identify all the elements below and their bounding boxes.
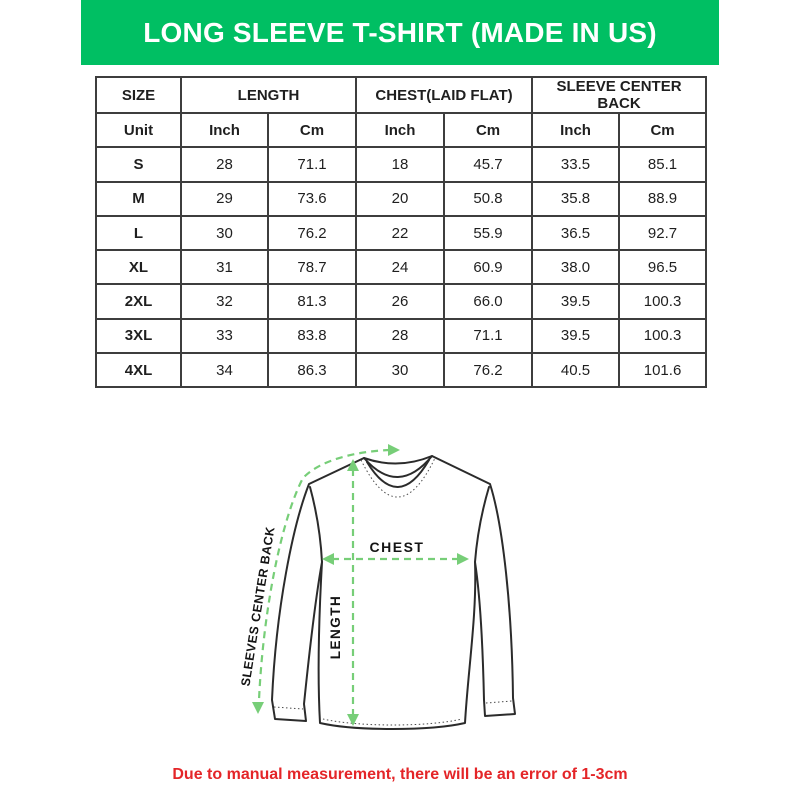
data-cell: 96.5	[618, 249, 708, 286]
data-cell: 26	[355, 283, 446, 320]
data-cell: 76.2	[266, 214, 358, 252]
data-cell: 30	[355, 352, 446, 389]
data-cell: 86.3	[266, 352, 358, 389]
sleeves-center-back-label: SLEEVES CENTER BACK	[238, 525, 277, 687]
unit-inch: Inch	[355, 111, 446, 149]
unit-inch: Inch	[180, 111, 269, 149]
table-row: XL 31 78.7 24 60.9 38.0 96.5	[95, 249, 708, 286]
data-cell: 66.0	[443, 283, 534, 320]
size-label: 4XL	[95, 352, 182, 389]
data-cell: 35.8	[531, 180, 621, 217]
data-cell: 32	[180, 283, 269, 320]
data-cell: 29	[180, 180, 269, 217]
data-cell: 24	[355, 249, 446, 286]
data-cell: 78.7	[266, 249, 358, 286]
data-cell: 33	[180, 317, 269, 355]
data-cell: 20	[355, 180, 446, 217]
measurement-error-note: Due to manual measurement, there will be…	[172, 766, 628, 783]
col-header-size: SIZE	[95, 76, 182, 114]
size-label: S	[95, 146, 182, 183]
data-cell: 39.5	[531, 317, 621, 355]
data-cell: 45.7	[443, 146, 534, 183]
data-cell: 88.9	[618, 180, 708, 217]
data-cell: 60.9	[443, 249, 534, 286]
data-cell: 36.5	[531, 214, 621, 252]
data-cell: 76.2	[443, 352, 534, 389]
unit-label: Unit	[95, 111, 182, 149]
data-cell: 50.8	[443, 180, 534, 217]
size-label: M	[95, 180, 182, 217]
data-cell: 31	[180, 249, 269, 286]
data-cell: 83.8	[266, 317, 358, 355]
unit-cm: Cm	[443, 111, 534, 149]
data-cell: 55.9	[443, 214, 534, 252]
size-table: SIZE LENGTH CHEST(LAID FLAT) SLEEVE CENT…	[95, 76, 708, 389]
table-row: 2XL 32 81.3 26 66.0 39.5 100.3	[95, 283, 708, 320]
table-row: 3XL 33 83.8 28 71.1 39.5 100.3	[95, 317, 708, 355]
unit-row: Unit Inch Cm Inch Cm Inch Cm	[95, 111, 708, 149]
data-cell: 38.0	[531, 249, 621, 286]
size-label: L	[95, 214, 182, 252]
data-cell: 22	[355, 214, 446, 252]
data-cell: 100.3	[618, 283, 708, 320]
data-cell: 81.3	[266, 283, 358, 320]
table-row: M 29 73.6 20 50.8 35.8 88.9	[95, 180, 708, 217]
measurement-lines	[257, 448, 459, 715]
shirt-measurement-diagram: CHEST LENGTH SLEEVES CENTER BACK	[238, 444, 516, 730]
size-label: 2XL	[95, 283, 182, 320]
page-title: LONG SLEEVE T-SHIRT (MADE IN US)	[143, 16, 657, 48]
data-cell: 101.6	[618, 352, 708, 389]
data-cell: 28	[180, 146, 269, 183]
stitch-lines	[273, 457, 513, 726]
length-label: LENGTH	[328, 595, 343, 660]
unit-cm: Cm	[618, 111, 708, 149]
data-cell: 28	[355, 317, 446, 355]
data-cell: 34	[180, 352, 269, 389]
data-cell: 40.5	[531, 352, 621, 389]
measurement-arrowheads	[252, 444, 469, 726]
data-cell: 30	[180, 214, 269, 252]
title-banner: LONG SLEEVE T-SHIRT (MADE IN US)	[81, 0, 719, 65]
size-label: 3XL	[95, 317, 182, 355]
data-cell: 18	[355, 146, 446, 183]
data-cell: 92.7	[618, 214, 708, 252]
col-header-chest: CHEST(LAID FLAT)	[355, 76, 534, 114]
shirt-outline	[271, 455, 516, 730]
table-row: S 28 71.1 18 45.7 33.5 85.1	[95, 146, 708, 183]
table-row: L 30 76.2 22 55.9 36.5 92.7	[95, 214, 708, 252]
col-header-length: LENGTH	[179, 76, 358, 114]
data-cell: 39.5	[531, 283, 621, 320]
col-header-sleeve: SLEEVE CENTER BACK	[531, 76, 708, 114]
data-cell: 71.1	[266, 146, 358, 183]
table-header-row: SIZE LENGTH CHEST(LAID FLAT) SLEEVE CENT…	[95, 76, 708, 114]
unit-cm: Cm	[266, 111, 358, 149]
data-cell: 71.1	[443, 317, 534, 355]
data-cell: 33.5	[531, 146, 621, 183]
chest-label: CHEST	[370, 539, 425, 555]
data-cell: 73.6	[266, 180, 358, 217]
data-cell: 85.1	[618, 146, 708, 183]
size-label: XL	[95, 249, 182, 286]
unit-inch: Inch	[531, 111, 621, 149]
table-row: 4XL 34 86.3 30 76.2 40.5 101.6	[95, 352, 708, 389]
data-cell: 100.3	[618, 317, 708, 355]
